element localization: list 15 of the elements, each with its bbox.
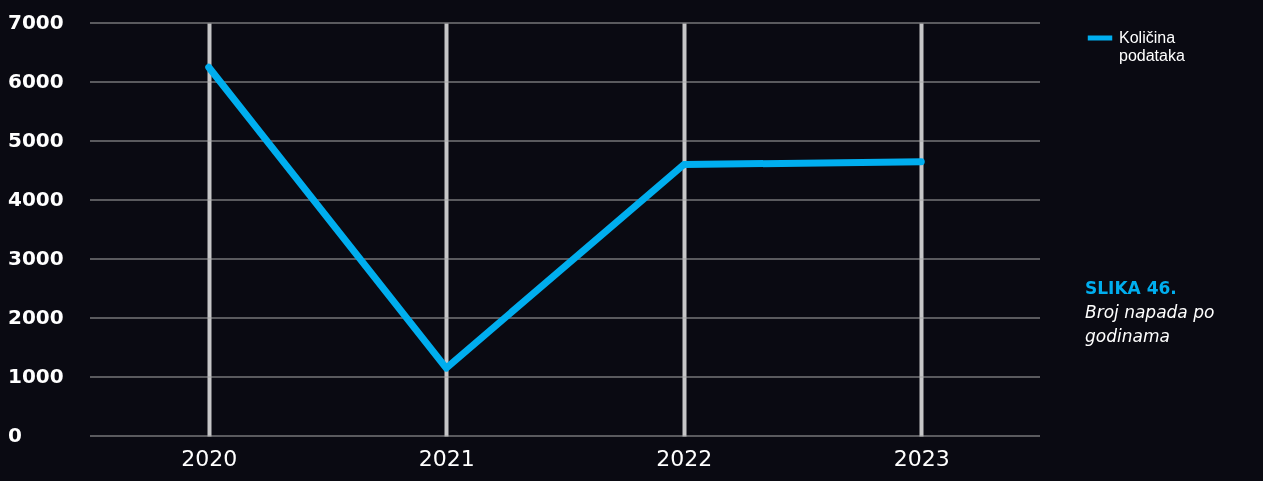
y-tick-label: 7000 (8, 10, 64, 34)
legend-label: Količina podataka (1119, 29, 1185, 64)
text: SLIKA 46. (1085, 277, 1178, 300)
text: Broj napada po godinama (1085, 301, 1216, 348)
y-tick-label: 1000 (8, 364, 64, 388)
y-tick-label: 4000 (8, 187, 64, 211)
y-tick-label: 0 (8, 423, 22, 447)
x-tick-label: 2021 (418, 445, 475, 471)
x-tick-label: 2023 (893, 445, 950, 471)
y-tick-label: 2000 (8, 305, 64, 329)
y-tick-label: 6000 (8, 69, 64, 93)
y-tick-label: 3000 (8, 246, 64, 270)
x-tick-label: 2022 (656, 445, 713, 471)
y-tick-label: 5000 (8, 128, 64, 152)
x-tick-label: 2020 (181, 445, 238, 471)
